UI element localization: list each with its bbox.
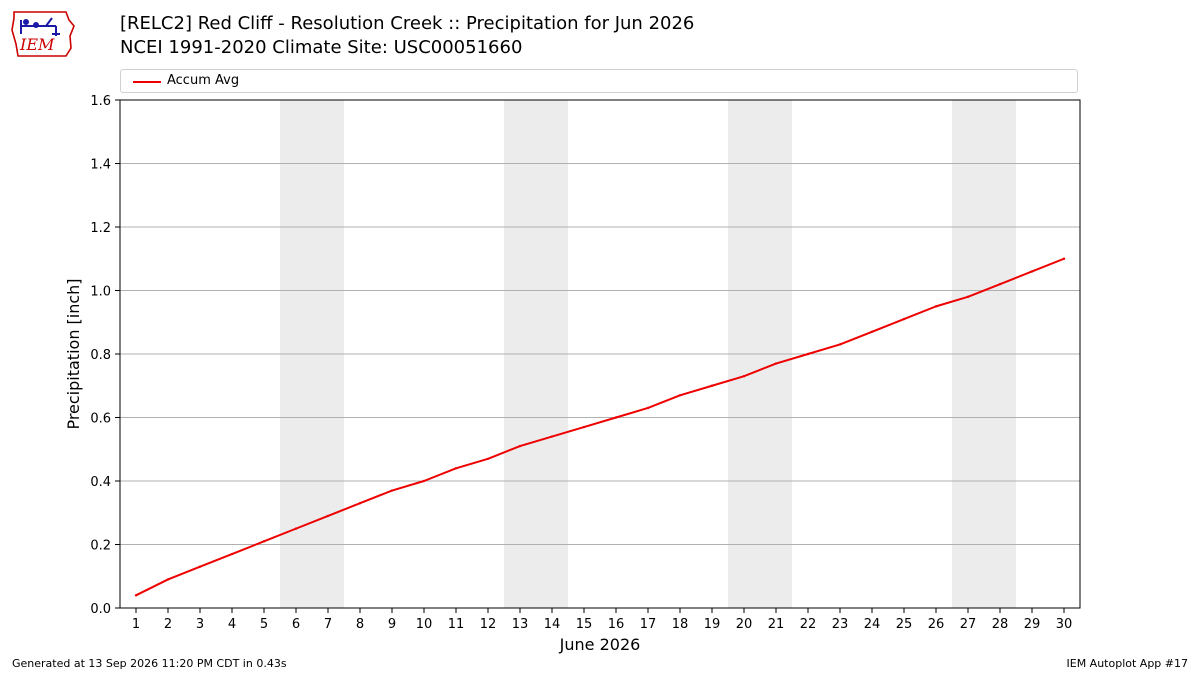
data-point [358,502,362,505]
data-point [614,416,618,419]
y-axis-ticks: 0.0 0.2 0.4 0.6 0.8 1.0 1.2 1.4 1.6 [90,94,120,617]
x-tick-label: 30 [1056,617,1073,632]
generated-timestamp: Generated at 13 Sep 2026 11:20 PM CDT in… [12,657,287,670]
x-tick-label: 29 [1024,617,1041,632]
logo-text: IEM [19,35,55,54]
y-tick-label: 0.6 [90,412,111,427]
data-point [422,479,426,483]
x-tick-label: 9 [388,617,396,632]
y-tick-label: 1.6 [90,94,111,109]
data-point [934,305,938,308]
x-tick-label: 28 [992,617,1009,632]
y-axis-label: Precipitation [inch] [64,278,83,429]
legend-swatch-accum-avg [133,81,161,83]
data-point [166,578,170,581]
data-point [1030,270,1034,273]
y-tick-label: 1.2 [90,221,111,236]
data-point [998,282,1002,286]
data-point [582,425,586,429]
iem-logo: IEM [11,11,75,57]
x-tick-label: 19 [704,617,721,632]
data-point [486,457,490,460]
x-tick-label: 15 [576,617,593,632]
x-tick-label: 14 [544,617,561,632]
x-tick-label: 6 [292,617,300,632]
data-point [518,444,522,448]
data-point [646,406,650,410]
series-line-accum-avg [135,257,1065,597]
data-point [454,467,458,470]
x-tick-label: 20 [736,617,753,632]
x-tick-label: 10 [416,617,433,632]
data-point [774,362,778,365]
data-point [230,552,234,556]
iowa-outline-icon [11,11,75,57]
data-point [870,330,874,333]
data-point [838,343,842,346]
x-tick-label: 1 [132,617,140,632]
x-tick-label: 2 [164,617,172,632]
y-tick-label: 0.2 [90,539,111,554]
x-axis-ticks: 1 2 3 4 5 6 7 8 9 10 11 12 13 14 15 16 17 18 19 20 21 22 23 24 2… [132,608,1072,632]
chart-subtitle: NCEI 1991-2020 Climate Site: USC00051660 [120,37,523,58]
y-tick-label: 1.0 [90,285,111,300]
data-point [678,394,682,397]
chart-title-block: [RELC2] Red Cliff - Resolution Creek :: … [120,12,694,60]
x-tick-label: 21 [768,617,785,632]
y-tick-label: 0.0 [90,602,111,617]
y-tick-label: 0.4 [90,475,111,490]
x-tick-label: 8 [356,617,364,632]
data-point [390,489,394,492]
weather-station-icon [20,17,60,36]
x-tick-label: 5 [260,617,268,632]
x-tick-label: 26 [928,617,945,632]
legend-label-accum-avg: Accum Avg [167,73,240,88]
y-gridlines [120,163,1080,545]
data-point [326,514,330,518]
app-credit: IEM Autoplot App #17 [1066,657,1189,670]
x-tick-label: 18 [672,617,689,632]
x-tick-label: 7 [324,617,332,632]
chart-title: [RELC2] Red Cliff - Resolution Creek :: … [120,13,695,34]
data-point [806,352,810,356]
x-tick-label: 16 [608,617,625,632]
data-point [550,435,554,438]
x-tick-label: 12 [480,617,497,632]
data-point [198,565,202,568]
data-point [966,295,970,299]
y-tick-label: 1.4 [90,158,111,173]
data-point [742,375,746,378]
x-tick-label: 27 [960,617,977,632]
x-tick-label: 23 [832,617,849,632]
x-tick-label: 11 [448,617,465,632]
data-point [710,384,714,387]
x-tick-label: 17 [640,617,657,632]
x-tick-label: 22 [800,617,817,632]
data-point [1062,257,1066,260]
data-point [262,540,266,543]
x-tick-label: 4 [228,617,236,632]
x-axis-label: June 2026 [559,635,641,654]
legend: Accum Avg [120,69,1078,93]
x-tick-label: 25 [896,617,913,632]
x-tick-label: 13 [512,617,529,632]
x-tick-label: 24 [864,617,881,632]
data-point [902,317,906,321]
series-layer [134,257,1066,597]
x-tick-label: 3 [196,617,204,632]
data-point [134,594,138,597]
data-point [294,527,298,530]
y-tick-label: 0.8 [90,348,111,363]
